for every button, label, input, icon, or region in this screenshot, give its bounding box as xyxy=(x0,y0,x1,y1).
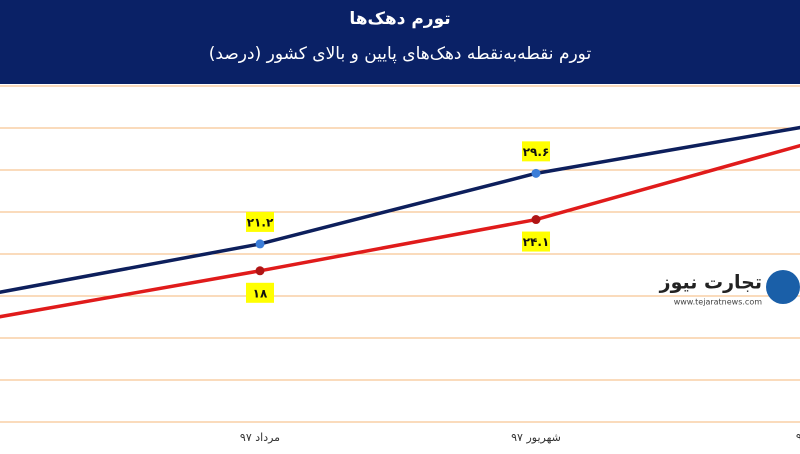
value-label-box xyxy=(522,231,550,252)
data-point xyxy=(255,266,265,276)
value-label-box xyxy=(522,141,550,162)
value-label-box xyxy=(246,211,274,232)
series-line xyxy=(0,143,800,319)
value-label-box xyxy=(246,282,274,303)
chart-title: تورم دهک‌ها xyxy=(349,9,450,29)
chart-subtitle: تورم نقطه‌به‌نقطه دهک‌های پایین و بالای … xyxy=(209,44,592,64)
header-band xyxy=(0,0,800,84)
series-line xyxy=(0,125,800,294)
watermark-brand: تجارت نیوز xyxy=(659,272,762,294)
x-tick-label: مرداد ۹۷ xyxy=(240,431,280,444)
data-point xyxy=(531,215,541,225)
watermark-url: www.tejaratnews.com xyxy=(674,298,762,307)
value-label: ۲۴.۱ xyxy=(523,235,550,249)
data-point xyxy=(531,168,541,178)
value-label: ۱۸ xyxy=(253,286,268,300)
value-label: ۲۱.۲ xyxy=(247,215,274,229)
logo-icon xyxy=(766,270,800,304)
x-tick-label: شهریور ۹۷ xyxy=(511,431,561,444)
x-tick-label: مهر ۹۷ xyxy=(796,431,800,444)
value-label: ۲۹.۶ xyxy=(523,145,550,159)
watermark: تجارت نیوز www.tejaratnews.com xyxy=(659,270,800,307)
data-point xyxy=(255,239,265,249)
